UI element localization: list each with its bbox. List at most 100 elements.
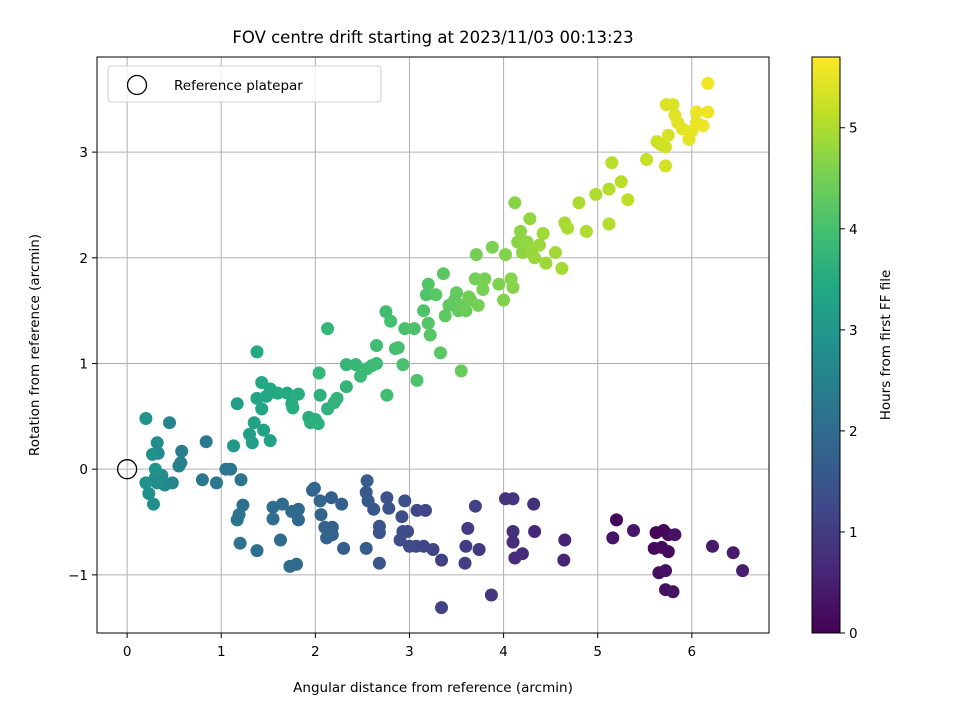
colorbar-tick-label: 1 [849,525,858,541]
x-tick-label: 1 [217,644,226,660]
data-point [726,546,740,560]
x-tick-label: 4 [499,644,508,660]
data-point [668,528,682,542]
data-point [429,288,443,302]
data-point [557,553,571,567]
data-point [499,492,512,506]
y-axis-label: Rotation from reference (arcmin) [27,234,43,456]
data-point [515,246,529,259]
data-point [410,373,424,387]
data-point [321,322,335,336]
scatter-points [139,76,750,615]
data-point [508,196,522,210]
data-point [384,314,398,328]
data-point [506,525,520,538]
data-point [255,376,269,389]
data-point [349,358,363,372]
data-point [423,328,437,342]
data-point [666,585,680,599]
data-point [199,435,213,449]
y-tick-label: 3 [79,145,88,161]
data-point [391,341,405,355]
data-point [458,556,472,570]
data-point [232,508,246,522]
legend-box [107,65,382,103]
data-point [471,298,485,312]
data-point [472,543,486,556]
data-point [435,601,448,615]
data-point [506,280,520,294]
data-point [339,358,353,372]
data-point [610,513,623,527]
data-point [195,473,209,487]
data-point [492,277,506,291]
data-point [360,474,374,488]
data-point [528,251,542,265]
data-point [690,105,703,119]
data-point [461,521,475,535]
data-point [528,525,542,538]
data-point [536,227,550,240]
data-point [320,531,334,545]
data-point [324,491,338,505]
data-point [382,501,396,515]
data-point [434,346,447,360]
colorbar-tick-label: 3 [849,323,858,339]
data-point [172,459,186,473]
data-point [659,140,672,154]
data-point [539,256,553,270]
data-point [142,487,156,500]
data-point [421,316,435,330]
legend-entry-label: Reference platepar [174,78,303,94]
colorbar-ticks: 0 1 2 3 4 5 [840,121,858,642]
data-point [247,416,261,430]
data-point [372,556,386,570]
data-point [257,423,271,437]
data-point [175,444,189,458]
reference-marker-group [116,459,138,480]
data-point [532,238,546,252]
data-point [602,182,616,196]
data-point [398,322,412,336]
data-point [148,462,162,476]
x-tick-label: 0 [123,644,132,660]
data-point [659,159,672,173]
data-point [614,175,628,189]
data-point [380,388,394,402]
data-point [701,76,715,90]
colorbar-tick-label: 2 [849,424,858,440]
plot-frame [96,56,770,634]
data-point [438,309,452,323]
data-point [274,533,287,547]
data-point [506,535,520,549]
x-axis-label: Angular distance from reference (arcmin) [293,680,573,696]
data-point [736,564,750,578]
data-point [330,391,344,405]
data-point [706,539,719,553]
data-point [139,412,153,425]
data-point [701,105,715,119]
data-point [661,545,675,559]
data-point [398,494,412,508]
data-point [370,339,383,352]
colorbar-tick-label: 0 [849,626,858,642]
data-point [476,283,490,296]
y-axis-ticks: −1 0 1 2 3 [68,145,97,584]
data-point [459,304,473,318]
data-point [313,388,327,402]
data-point [163,416,176,430]
data-point [459,539,473,553]
y-tick-label: 1 [79,356,88,372]
data-point [283,559,297,573]
y-tick-label: −1 [68,568,88,584]
data-point [307,481,321,495]
data-point [485,240,499,254]
data-point [627,524,640,537]
legend-open-circle-icon [126,74,148,96]
x-tick-label: 2 [311,644,320,660]
data-point [150,436,164,450]
y-tick-label: 0 [79,462,88,478]
data-point [224,462,238,476]
data-point [514,224,527,238]
